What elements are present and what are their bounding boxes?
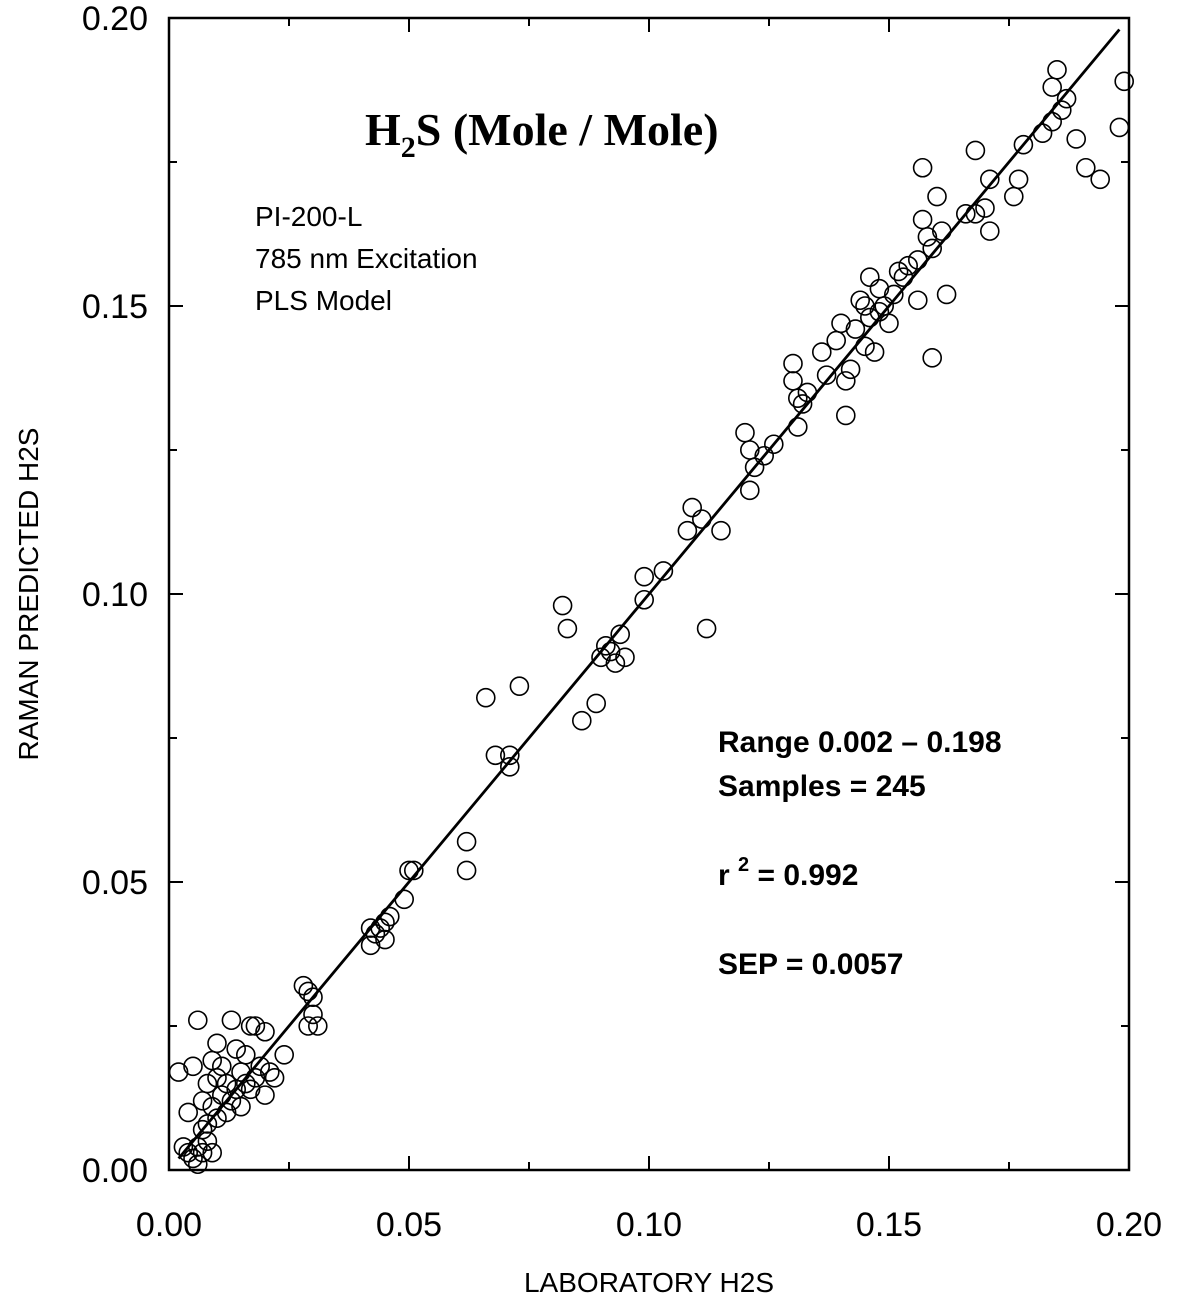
data-point: [1067, 130, 1085, 148]
regression-line: [179, 30, 1120, 1159]
data-point: [736, 424, 754, 442]
data-point: [933, 222, 951, 240]
data-point: [1053, 101, 1071, 119]
data-point: [635, 568, 653, 586]
x-tick-label: 0.00: [136, 1206, 202, 1244]
data-point: [458, 861, 476, 879]
data-point: [208, 1034, 226, 1052]
data-point: [832, 314, 850, 332]
data-point: [842, 360, 860, 378]
data-point: [1048, 61, 1066, 79]
data-point: [232, 1063, 250, 1081]
chart-title: H2S (Mole / Mole): [365, 104, 719, 164]
x-tick-label: 0.05: [376, 1206, 442, 1244]
data-point: [918, 228, 936, 246]
data-point: [698, 620, 716, 638]
data-point: [784, 355, 802, 373]
data-point: [966, 141, 984, 159]
data-point: [1110, 118, 1128, 136]
data-point: [909, 291, 927, 309]
data-point: [861, 268, 879, 286]
data-point: [856, 297, 874, 315]
data-point: [914, 211, 932, 229]
data-point: [477, 689, 495, 707]
data-point: [587, 694, 605, 712]
data-point: [256, 1086, 274, 1104]
x-axis-title: LABORATORY H2S: [524, 1267, 774, 1298]
data-point: [381, 908, 399, 926]
y-tick-label: 0.00: [82, 1152, 148, 1190]
data-point: [1005, 188, 1023, 206]
data-point: [981, 222, 999, 240]
range-label: Range 0.002 – 0.198: [718, 726, 1002, 759]
data-point: [558, 620, 576, 638]
data-point: [851, 291, 869, 309]
data-point: [837, 372, 855, 390]
data-point: [1115, 72, 1133, 90]
data-point: [683, 499, 701, 517]
y-tick-label: 0.05: [82, 864, 148, 902]
data-point: [294, 977, 312, 995]
x-tick-label: 0.20: [1096, 1206, 1162, 1244]
data-point: [928, 188, 946, 206]
samples-label: Samples = 245: [718, 770, 926, 803]
data-point: [395, 890, 413, 908]
data-point: [573, 712, 591, 730]
data-point: [870, 280, 888, 298]
data-point: [400, 861, 418, 879]
y-axis-ticks: 0.00 0.05 0.10 0.15 0.20: [82, 0, 1129, 1190]
r-squared-label: r 2 = 0.992: [718, 854, 858, 892]
y-tick-label: 0.20: [82, 0, 148, 38]
data-point: [362, 936, 380, 954]
data-point: [880, 314, 898, 332]
data-point: [789, 418, 807, 436]
data-point: [458, 833, 476, 851]
data-point: [827, 332, 845, 350]
sep-label: SEP = 0.0057: [718, 948, 903, 981]
data-point: [1043, 113, 1061, 131]
x-tick-label: 0.10: [616, 1206, 682, 1244]
y-tick-label: 0.10: [82, 576, 148, 614]
data-point: [189, 1011, 207, 1029]
data-point: [554, 597, 572, 615]
data-point: [712, 522, 730, 540]
instrument-label: PI-200-L: [255, 201, 362, 232]
data-point: [1091, 170, 1109, 188]
data-point: [222, 1011, 240, 1029]
data-point: [266, 1069, 284, 1087]
excitation-label: 785 nm Excitation: [255, 243, 478, 274]
data-point: [923, 349, 941, 367]
model-label: PLS Model: [255, 285, 392, 316]
data-point: [376, 913, 394, 931]
data-point: [170, 1063, 188, 1081]
data-point: [184, 1057, 202, 1075]
data-point: [304, 1005, 322, 1023]
data-point: [510, 677, 528, 695]
data-point: [1034, 124, 1052, 142]
data-point: [242, 1017, 260, 1035]
data-point: [837, 406, 855, 424]
data-point: [894, 268, 912, 286]
x-tick-label: 0.15: [856, 1206, 922, 1244]
data-point: [741, 481, 759, 499]
data-point: [741, 441, 759, 459]
y-axis-title: RAMAN PREDICTED H2S: [13, 428, 44, 761]
data-point: [275, 1046, 293, 1064]
y-tick-label: 0.15: [82, 288, 148, 326]
data-point: [693, 510, 711, 528]
data-point: [242, 1080, 260, 1098]
data-point: [299, 982, 317, 1000]
data-point: [938, 285, 956, 303]
data-point: [914, 159, 932, 177]
data-point: [1010, 170, 1028, 188]
